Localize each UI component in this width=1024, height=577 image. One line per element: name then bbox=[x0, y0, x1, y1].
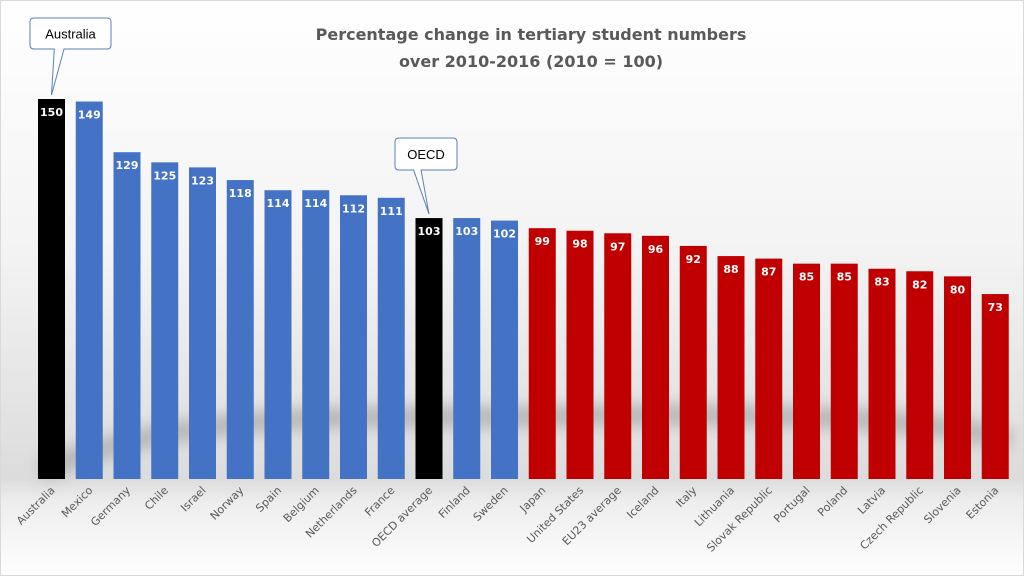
bar bbox=[340, 195, 367, 479]
x-tick-label: Chile bbox=[142, 484, 171, 513]
bar bbox=[679, 245, 707, 479]
x-tick-label: Japan bbox=[517, 484, 549, 516]
bar bbox=[868, 268, 896, 479]
bar bbox=[793, 263, 820, 479]
bar bbox=[717, 256, 745, 479]
data-label: 114 bbox=[267, 197, 290, 210]
data-label: 118 bbox=[229, 187, 252, 200]
data-label: 150 bbox=[40, 106, 63, 119]
callout-label: OECD bbox=[407, 147, 445, 162]
bar bbox=[453, 218, 481, 480]
data-label: 129 bbox=[116, 159, 139, 172]
x-tick-label: Mexico bbox=[59, 484, 96, 521]
x-tick-label: Poland bbox=[815, 484, 850, 519]
bar bbox=[377, 197, 405, 480]
bar bbox=[189, 167, 216, 479]
chart-subtitle: over 2010-2016 (2010 = 100) bbox=[399, 52, 663, 71]
x-tick-label: Sweden bbox=[471, 484, 511, 524]
bar bbox=[113, 152, 141, 479]
bar bbox=[604, 233, 632, 479]
bar bbox=[830, 263, 858, 479]
bar bbox=[566, 230, 594, 479]
x-tick-label: Portugal bbox=[771, 484, 812, 525]
data-label: 98 bbox=[572, 238, 587, 251]
x-tick-label: Finland bbox=[436, 484, 473, 521]
data-label: 114 bbox=[304, 197, 327, 210]
bar bbox=[226, 180, 254, 480]
x-tick-label: Slovenia bbox=[921, 484, 963, 526]
bar bbox=[906, 271, 934, 479]
bar bbox=[491, 220, 518, 479]
bar-shadow bbox=[36, 403, 1015, 482]
bar bbox=[38, 99, 65, 479]
data-label: 125 bbox=[153, 169, 176, 182]
data-label: 85 bbox=[799, 271, 814, 284]
x-tick-label: France bbox=[362, 484, 397, 519]
data-label: 83 bbox=[874, 276, 889, 289]
data-label: 88 bbox=[723, 263, 738, 276]
bar bbox=[981, 294, 1009, 479]
x-tick-label: Slovak Republic bbox=[704, 484, 775, 555]
data-label: 97 bbox=[610, 240, 625, 253]
callout-label: Australia bbox=[45, 27, 96, 42]
bar bbox=[302, 190, 330, 479]
x-tick-label: Norway bbox=[208, 484, 247, 523]
data-label: 149 bbox=[78, 109, 101, 122]
data-label: 99 bbox=[535, 235, 550, 248]
x-tick-label: Spain bbox=[253, 484, 284, 515]
x-tick-label: Estonia bbox=[964, 484, 1002, 522]
data-label: 96 bbox=[648, 243, 664, 256]
bar bbox=[642, 235, 669, 479]
callout-box bbox=[394, 137, 458, 215]
data-label: 112 bbox=[342, 202, 365, 215]
data-label: 123 bbox=[191, 174, 214, 187]
bar bbox=[944, 276, 971, 479]
callout-box bbox=[29, 17, 112, 96]
data-label: 92 bbox=[686, 253, 701, 266]
bar bbox=[415, 218, 443, 480]
data-label: 73 bbox=[988, 301, 1003, 314]
bar bbox=[528, 228, 556, 479]
data-label: 103 bbox=[418, 225, 441, 238]
data-label: 111 bbox=[380, 205, 403, 218]
x-tick-label: Latvia bbox=[855, 484, 888, 517]
data-label: 80 bbox=[950, 283, 966, 296]
x-tick-label: Australia bbox=[14, 484, 58, 528]
x-tick-label: Israel bbox=[178, 484, 208, 514]
data-label: 82 bbox=[912, 278, 927, 291]
data-label: 103 bbox=[455, 225, 478, 238]
data-label: 102 bbox=[493, 228, 516, 241]
x-tick-label: Germany bbox=[88, 484, 133, 529]
bar bbox=[264, 190, 292, 479]
x-tick-label: Iceland bbox=[624, 484, 661, 521]
bar bbox=[755, 258, 783, 479]
x-tick-label: Italy bbox=[673, 484, 699, 510]
data-label: 87 bbox=[761, 266, 776, 279]
bar bbox=[151, 162, 179, 480]
data-label: 85 bbox=[837, 271, 852, 284]
chart-title: Percentage change in tertiary student nu… bbox=[316, 25, 747, 44]
bar bbox=[75, 101, 103, 480]
